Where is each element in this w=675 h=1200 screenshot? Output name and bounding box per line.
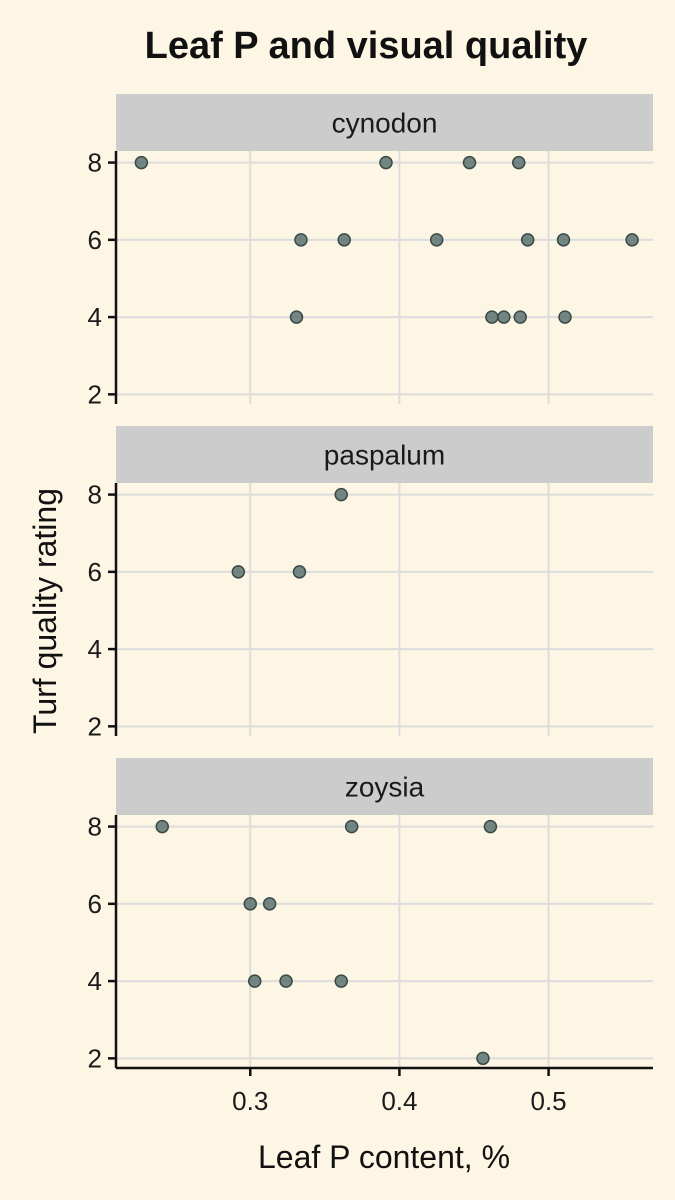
- data-point: [513, 310, 527, 324]
- facet-strip-label: paspalum: [324, 440, 445, 471]
- data-point: [462, 155, 477, 170]
- y-tick-label: 4: [88, 634, 102, 664]
- x-axis-title: Leaf P content, %: [258, 1139, 510, 1175]
- facet-panels: cynodon 2 4 6 8 paspalum 2 4 6 8 zoysia 2 4 6 8: [88, 94, 653, 1073]
- data-point: [294, 233, 308, 247]
- facet-strip: [116, 758, 653, 815]
- data-point: [379, 155, 393, 170]
- y-tick-label: 6: [88, 557, 102, 587]
- data-point: [558, 310, 572, 324]
- data-point: [485, 310, 499, 324]
- data-point: [476, 1051, 490, 1066]
- data-point: [520, 233, 535, 247]
- data-point: [483, 819, 498, 834]
- data-point: [337, 233, 351, 247]
- facet-strip-label: zoysia: [345, 772, 425, 803]
- data-point: [262, 897, 277, 911]
- data-point: [429, 233, 444, 247]
- y-tick-label: 2: [88, 1043, 102, 1073]
- data-point: [512, 155, 526, 170]
- y-tick-label: 4: [88, 302, 102, 332]
- facet-strip-label: cynodon: [332, 108, 438, 139]
- y-tick-label: 8: [88, 148, 102, 178]
- facet-panel-cynodon: cynodon 2 4 6 8: [88, 94, 653, 409]
- x-tick-label: 0.4: [381, 1086, 417, 1116]
- x-axis: 0.3 0.4 0.5: [116, 1066, 653, 1116]
- y-axis-title: Turf quality rating: [27, 488, 63, 734]
- y-tick-label: 6: [88, 889, 102, 919]
- chart-title: Leaf P and visual quality: [145, 25, 588, 67]
- y-tick-label: 2: [88, 711, 102, 741]
- data-point: [134, 155, 149, 170]
- data-point: [247, 974, 262, 988]
- facet-strip: [116, 426, 653, 483]
- y-tick-label: 6: [88, 225, 102, 255]
- facet-panel-paspalum: paspalum 2 4 6 8: [88, 426, 653, 741]
- data-point: [334, 974, 348, 988]
- data-point: [556, 233, 571, 247]
- data-point: [155, 819, 169, 834]
- data-point: [231, 565, 246, 579]
- data-point: [344, 819, 359, 834]
- data-point: [292, 565, 307, 579]
- data-point: [289, 310, 304, 324]
- facet-strip: [116, 94, 653, 151]
- x-tick-label: 0.3: [232, 1086, 268, 1116]
- data-point: [243, 897, 257, 911]
- data-point: [625, 233, 639, 247]
- y-tick-label: 2: [88, 379, 102, 409]
- y-tick-label: 4: [88, 966, 102, 996]
- x-tick-label: 0.5: [531, 1086, 567, 1116]
- data-point: [334, 487, 348, 502]
- facet-panel-zoysia: zoysia 2 4 6 8: [88, 758, 653, 1073]
- y-tick-label: 8: [88, 480, 102, 510]
- data-point: [497, 310, 511, 324]
- data-point: [279, 974, 293, 988]
- y-tick-label: 8: [88, 812, 102, 842]
